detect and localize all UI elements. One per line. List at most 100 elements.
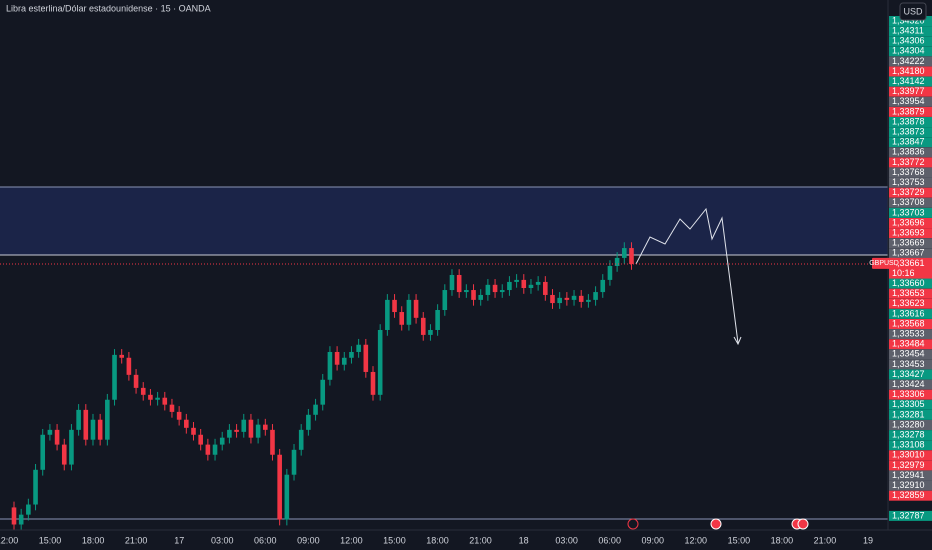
candle-body (176, 411, 182, 420)
price-label: 1,34180 (892, 66, 925, 76)
price-label: 1,33280 (892, 419, 925, 429)
price-label: 1,33278 (892, 429, 925, 439)
price-label: 1,33879 (892, 106, 925, 116)
candle-body (69, 429, 74, 465)
price-label-tag (889, 157, 932, 168)
event-icon[interactable] (797, 518, 809, 530)
candle-body (607, 266, 613, 280)
candle-body (54, 429, 60, 445)
candle-body (241, 419, 247, 432)
price-label: 1,33954 (892, 96, 925, 106)
price-label-tag (889, 177, 932, 188)
price-label-tag (889, 480, 932, 491)
candle-body (456, 274, 462, 293)
time-label: 03:00 (211, 535, 234, 545)
time-label: 21:00 (125, 535, 148, 545)
candle-body (40, 434, 46, 470)
price-label-tag (889, 56, 932, 67)
price-label-tag (889, 218, 932, 228)
candle-body (629, 248, 634, 264)
candle-body (550, 294, 555, 304)
candle-body (234, 429, 239, 432)
price-label-tag (889, 106, 932, 117)
price-label: 1,33454 (892, 349, 925, 359)
price-label-tag (889, 207, 932, 218)
price-label-tag (889, 430, 932, 441)
candle-body (255, 424, 261, 438)
candle-body (399, 312, 405, 325)
time-label: 17 (174, 535, 184, 545)
event-icon[interactable] (710, 518, 722, 530)
countdown: 10:16 (892, 268, 915, 278)
price-label-tag (889, 248, 932, 259)
event-icon[interactable] (627, 518, 639, 530)
price-label: 1,33533 (892, 328, 925, 338)
candle-body (521, 279, 527, 289)
price-label: 1,33753 (892, 177, 925, 187)
candle-body (277, 454, 282, 520)
candle-body (33, 469, 38, 505)
time-label: 12:00 (340, 535, 363, 545)
candle-body (528, 284, 534, 289)
price-label: 1,32859 (892, 490, 925, 500)
price-label-tag (889, 167, 932, 178)
candle-body (83, 409, 89, 440)
time-label: 12:00 (0, 535, 18, 545)
zone-rectangle (0, 187, 888, 255)
candle-body (47, 429, 53, 435)
price-label-tag (889, 86, 932, 97)
candle-body (219, 437, 225, 445)
time-label: 09:00 (297, 535, 320, 545)
price-label-tag (889, 298, 932, 309)
price-label-tag (889, 470, 932, 481)
time-label: 06:00 (254, 535, 277, 545)
time-label: 09:00 (641, 535, 664, 545)
candle-body (622, 248, 627, 258)
price-label-tag (889, 359, 932, 370)
candle-body (270, 429, 275, 455)
price-label-tag (889, 460, 932, 471)
price-label-tag (889, 137, 932, 148)
price-label: 1,33667 (892, 248, 925, 258)
price-label-tag (889, 228, 932, 239)
time-label: 15:00 (383, 535, 406, 545)
price-label-tag (889, 319, 932, 329)
price-label: 1,33616 (892, 308, 925, 318)
candle-body (464, 290, 469, 293)
candle-body (485, 284, 491, 295)
candle-body (377, 329, 383, 395)
candle-body (148, 394, 153, 400)
price-label-tag (889, 490, 932, 501)
price-label-tag (889, 147, 932, 158)
price-label: 1,32941 (892, 470, 925, 480)
projection-path (635, 207, 739, 344)
currency-button-label[interactable]: USD (903, 6, 923, 16)
time-label: 19 (863, 535, 873, 545)
price-label: 1,33847 (892, 137, 925, 147)
price-label-tag (889, 238, 932, 249)
price-label-tag (889, 16, 932, 26)
price-label-tag (889, 420, 932, 430)
candle-body (334, 351, 340, 365)
candle-body (184, 419, 189, 428)
candle-body (406, 299, 412, 325)
price-label: 1,33878 (892, 116, 925, 126)
candle-body (162, 397, 168, 405)
candle-body (514, 279, 519, 282)
price-label: 1,33010 (892, 450, 925, 460)
price-label: 1,33708 (892, 197, 925, 207)
price-labels: 1,343201,343111,343061,343041,342221,341… (869, 15, 932, 521)
price-label-tag (889, 278, 932, 289)
candle-body (356, 344, 361, 352)
symbol-tag (872, 257, 896, 269)
price-label-tag (889, 379, 932, 390)
price-label-tag (889, 399, 932, 410)
candle-body (392, 299, 397, 313)
price-label: 1,33484 (892, 339, 925, 349)
candle-body (428, 329, 433, 335)
price-label-tag (889, 187, 932, 198)
currency-button[interactable] (899, 2, 927, 21)
price-label: 1,33306 (892, 389, 925, 399)
candle-body (586, 299, 591, 302)
